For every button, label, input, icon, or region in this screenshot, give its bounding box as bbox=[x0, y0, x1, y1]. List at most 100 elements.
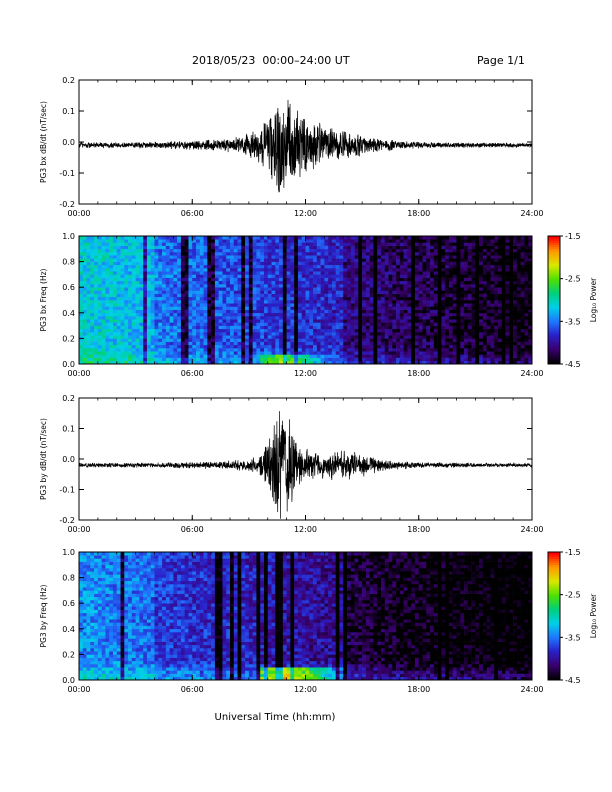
spectrogram-cell bbox=[524, 348, 529, 352]
spectrogram-cell bbox=[282, 290, 287, 294]
spectrogram-cell bbox=[124, 312, 129, 317]
spectrogram-cell bbox=[456, 338, 461, 342]
spectrogram-cell bbox=[248, 354, 253, 358]
spectrogram-cell bbox=[248, 300, 253, 304]
spectrogram-cell bbox=[464, 242, 469, 246]
spectrogram-cell bbox=[112, 255, 118, 259]
spectrogram-cell bbox=[260, 255, 265, 259]
spectrogram-cell bbox=[199, 303, 204, 307]
spectrogram-cell bbox=[139, 322, 144, 326]
spectrogram-cell bbox=[403, 319, 408, 323]
spectrogram-cell bbox=[237, 296, 242, 301]
spectrogram-cell bbox=[139, 300, 144, 304]
spectrogram-cell bbox=[282, 280, 287, 285]
spectrogram-cell bbox=[328, 239, 333, 243]
spectrogram-cell bbox=[271, 284, 276, 288]
spectrogram-cell bbox=[358, 274, 363, 278]
spectrogram-cell bbox=[365, 338, 370, 342]
spectrogram-cell bbox=[452, 290, 457, 294]
spectrogram-cell bbox=[524, 252, 529, 256]
spectrogram-cell bbox=[433, 306, 438, 310]
spectrogram-cell bbox=[460, 360, 465, 365]
spectrogram-cell bbox=[184, 303, 189, 307]
spectrogram-cell bbox=[173, 328, 178, 333]
spectrogram-cell bbox=[86, 280, 91, 285]
spectrogram-cell bbox=[377, 309, 382, 314]
spectrogram-cell bbox=[256, 341, 261, 346]
spectrogram-cell bbox=[135, 274, 140, 278]
spectrogram-cell bbox=[120, 328, 125, 333]
spectrogram-cell bbox=[339, 335, 344, 339]
spectrogram-cell bbox=[222, 335, 227, 339]
spectrogram-cell bbox=[358, 261, 363, 266]
spectrogram-cell bbox=[486, 322, 491, 326]
spectrogram-cell bbox=[418, 354, 423, 358]
spectrogram-cell bbox=[177, 328, 182, 333]
spectrogram-cell bbox=[411, 306, 416, 310]
spectrogram-cell bbox=[482, 351, 488, 355]
spectrogram-cell bbox=[320, 360, 325, 365]
spectrogram-cell bbox=[86, 335, 91, 339]
spectrogram-cell bbox=[233, 303, 238, 307]
spectrogram-cell bbox=[528, 303, 533, 307]
spectrogram-cell bbox=[331, 344, 336, 349]
spectrogram-cell bbox=[97, 322, 102, 326]
spectrogram-cell bbox=[324, 255, 329, 259]
spectrogram-cell bbox=[120, 242, 125, 246]
spectrogram-cell bbox=[407, 312, 412, 317]
spectrogram-cell bbox=[316, 264, 321, 269]
spectrogram-cell bbox=[365, 322, 370, 326]
spectrogram-cell bbox=[267, 242, 272, 246]
spectrogram-cell bbox=[294, 245, 299, 250]
spectrogram-cell bbox=[331, 341, 336, 346]
spectrogram-cell bbox=[252, 309, 257, 314]
spectrogram-cell bbox=[411, 264, 416, 269]
spectrogram-cell bbox=[452, 351, 457, 355]
spectrogram-cell bbox=[467, 348, 472, 352]
spectrogram-cell bbox=[97, 332, 102, 336]
spectrogram-cell bbox=[248, 284, 253, 288]
spectrogram-cell bbox=[105, 290, 110, 294]
spectrogram-cell bbox=[524, 312, 529, 317]
spectrogram-cell bbox=[150, 328, 155, 333]
spectrogram-cell bbox=[139, 271, 144, 275]
spectrogram-cell bbox=[339, 252, 344, 256]
spectrogram-cell bbox=[411, 293, 416, 298]
spectrogram-cell bbox=[207, 274, 212, 278]
spectrogram-cell bbox=[369, 277, 374, 282]
spectrogram-cell bbox=[498, 284, 503, 288]
spectrogram-cell bbox=[165, 261, 170, 266]
spectrogram-cell bbox=[313, 287, 318, 291]
spectrogram-cell bbox=[490, 255, 495, 259]
spectrogram-cell bbox=[433, 258, 438, 262]
spectrogram-cell bbox=[426, 236, 431, 240]
spectrogram-cell bbox=[150, 255, 155, 259]
spectrogram-cell bbox=[490, 284, 495, 288]
spectrogram-cell bbox=[362, 306, 367, 310]
spectrogram-cell bbox=[501, 293, 506, 298]
spectrogram-cell bbox=[146, 271, 152, 275]
spectrogram-cell bbox=[305, 271, 310, 275]
spectrogram-cell bbox=[430, 341, 435, 346]
spectrogram-cell bbox=[331, 351, 336, 355]
spectrogram-cell bbox=[203, 357, 208, 362]
spectrogram-cell bbox=[120, 261, 125, 266]
spectrogram-cell bbox=[460, 245, 465, 250]
spectrogram-cell bbox=[275, 239, 280, 243]
spectrogram-cell bbox=[528, 268, 533, 272]
spectrogram-cell bbox=[248, 322, 253, 326]
spectrogram-cell bbox=[309, 258, 314, 262]
spectrogram-cell bbox=[498, 280, 503, 285]
spectrogram-cell bbox=[105, 348, 110, 352]
spectrogram-cell bbox=[158, 239, 163, 243]
spectrogram-cell bbox=[271, 258, 276, 262]
spectrogram-cell bbox=[365, 316, 370, 320]
spectrogram-cell bbox=[414, 325, 420, 330]
spectrogram-cell bbox=[82, 338, 87, 342]
spectrogram-cell bbox=[388, 306, 393, 310]
spectrogram-cell bbox=[479, 236, 484, 240]
spectrogram-cell bbox=[392, 239, 397, 243]
spectrogram-cell bbox=[464, 280, 469, 285]
spectrogram-cell bbox=[135, 335, 140, 339]
spectrogram-cell bbox=[214, 309, 219, 314]
